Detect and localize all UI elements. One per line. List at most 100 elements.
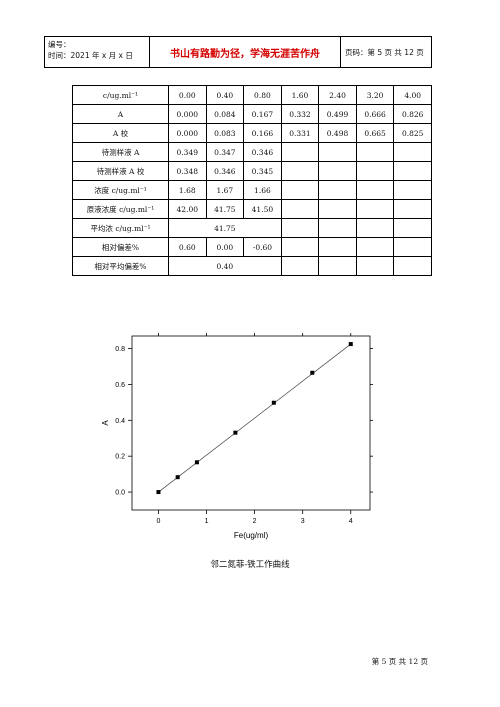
table-cell [280,161,320,181]
y-tick-label: 0.4 [115,418,125,425]
table-cell: 0.666 [355,104,395,124]
table-cell: 1.68 [168,180,207,200]
table-cell [280,237,320,257]
table-cell: 0.80 [243,85,282,105]
table-cell [280,180,320,200]
table-cell: 0.00 [205,237,245,257]
table-row: 待测样液 A 校 0.348 0.346 0.345 [72,161,432,181]
table-cell: 41.50 [243,199,282,219]
y-tick-label: 0.8 [115,346,125,353]
table-cell: 0.40 [168,256,282,276]
table-cell [393,161,432,181]
data-table: c/ug.ml⁻¹ 0.00 0.40 0.80 1.60 2.40 3.20 4.00 A 0.… [72,85,432,276]
table-cell: 0.083 [205,123,245,143]
table-row: 相对偏差% 0.60 0.00 -0.60 [72,237,432,257]
header-motto: 书山有路勤为径，学海无涯苦作舟 [150,37,341,67]
x-axis-label: Fe(ug/ml) [234,531,269,540]
data-point [348,342,353,347]
x-tick-label: 0 [156,518,160,525]
table-cell: 0.345 [243,161,282,181]
time-label: 时间：2021 年 x 月 x 日 [48,51,133,60]
table-row: 待测样液 A 0.349 0.347 0.346 [72,142,432,162]
row-label: 浓度 c/ug.ml⁻¹ [72,180,169,200]
table-cell: 0.60 [168,237,207,257]
table-cell [280,256,320,276]
table-cell [393,256,432,276]
table-cell [393,237,432,257]
data-point [271,400,276,405]
table-cell: 0.347 [205,142,245,162]
table-cell: 1.60 [280,85,320,105]
table-row: 平均浓 c/ug.ml⁻¹ 41.75 [72,218,432,238]
row-label: c/ug.ml⁻¹ [72,85,169,105]
table-cell [318,256,357,276]
table-cell: 41.75 [205,199,245,219]
table-cell [355,180,395,200]
data-point [233,430,238,435]
table-cell [355,142,395,162]
table-cell: 41.75 [168,218,282,238]
table-cell: 3.20 [355,85,395,105]
header-meta: 编号： 时间：2021 年 x 月 x 日 [45,37,150,67]
table-cell [355,161,395,181]
chart-caption: 邻二氮菲-铁工作曲线 [210,560,290,570]
table-row: A 0.000 0.084 0.167 0.332 0.499 0.666 0.826 [72,104,432,124]
table-cell: 0.332 [280,104,320,124]
table-cell [318,199,357,219]
table-cell: 42.00 [168,199,207,219]
table-cell: 0.331 [280,123,320,143]
table-cell [318,161,357,181]
table-cell [393,180,432,200]
table-cell [355,237,395,257]
table-cell [318,237,357,257]
table-cell: 0.346 [205,161,245,181]
table-cell: 0.40 [205,85,245,105]
table-cell: 2.40 [318,85,357,105]
table-cell [318,180,357,200]
data-point [310,370,315,375]
table-row: c/ug.ml⁻¹ 0.00 0.40 0.80 1.60 2.40 3.20 4.00 [72,85,432,105]
table-cell: 0.084 [205,104,245,124]
table-cell: 4.00 [393,85,432,105]
row-label: A [72,104,169,124]
table-row: 原液浓度 c/ug.ml⁻¹ 42.00 41.75 41.50 [72,199,432,219]
y-tick-label: 0.0 [115,490,125,497]
row-label: 相对偏差% [72,237,169,257]
data-point [175,475,180,480]
table-cell: 0.665 [355,123,395,143]
y-axis-label: A [101,420,110,426]
row-label: 相对平均偏差% [72,256,169,276]
table-cell: 0.499 [318,104,357,124]
x-tick-label: 3 [301,518,305,525]
x-tick-label: 4 [349,518,353,525]
table-cell [280,142,320,162]
data-point [156,490,161,495]
table-cell [355,199,395,219]
table-cell [318,218,357,238]
row-label: A 校 [72,123,169,143]
table-cell: 0.498 [318,123,357,143]
table-cell: 0.000 [168,104,207,124]
table-cell [318,142,357,162]
table-cell [393,142,432,162]
table-cell [393,199,432,219]
table-cell [280,218,320,238]
table-cell: -0.60 [243,237,282,257]
page-footer: 第 5 页 共 12 页 [371,657,428,666]
fit-line [158,343,351,493]
row-label: 平均浓 c/ug.ml⁻¹ [72,218,169,238]
x-tick-label: 1 [205,518,209,525]
data-point [194,460,199,465]
row-label: 原液浓度 c/ug.ml⁻¹ [72,199,169,219]
table-cell: 0.826 [393,104,432,124]
number-label: 编号： [48,40,71,49]
calibration-chart: 0 1 2 3 4 0.0 0.2 0.4 0.6 0.8 Fe(ug/ml) A [101,333,373,540]
table-cell [393,218,432,238]
table-cell: 0.825 [393,123,432,143]
header-page-info: 页码：第 5 页 共 12 页 [345,47,424,57]
table-row: 浓度 c/ug.ml⁻¹ 1.68 1.67 1.66 [72,180,432,200]
page-header: 编号： 时间：2021 年 x 月 x 日 书山有路勤为径，学海无涯苦作舟 页码… [44,36,432,68]
row-label: 待测样液 A 校 [72,161,169,181]
table-cell: 0.349 [168,142,207,162]
x-tick-label: 2 [253,518,257,525]
